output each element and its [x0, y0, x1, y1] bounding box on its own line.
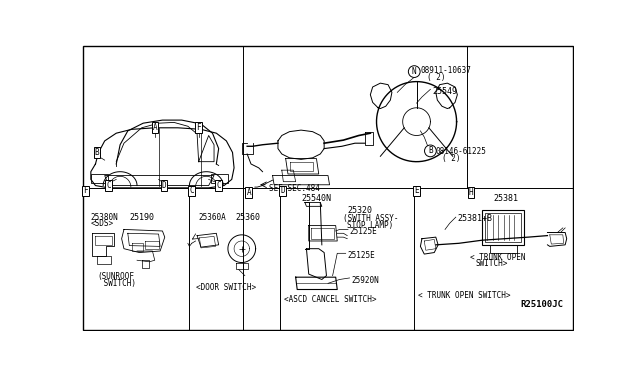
Text: 25320: 25320 — [348, 206, 372, 215]
Text: D: D — [162, 181, 166, 190]
Bar — [211, 174, 228, 183]
Text: C: C — [106, 181, 111, 190]
Text: D: D — [280, 186, 285, 195]
Text: 25360A: 25360A — [198, 212, 227, 221]
Text: SWITCH>: SWITCH> — [476, 260, 508, 269]
Text: 25549: 25549 — [432, 87, 457, 96]
Text: 25540N: 25540N — [301, 194, 331, 203]
Text: SEE SEC.484: SEE SEC.484 — [269, 184, 319, 193]
Bar — [482, 210, 524, 245]
Text: H: H — [469, 188, 474, 197]
Text: STOP LAMP): STOP LAMP) — [348, 221, 394, 230]
Text: A: A — [246, 188, 251, 197]
Text: 08911-10637: 08911-10637 — [420, 66, 471, 75]
Text: 25381: 25381 — [493, 194, 518, 203]
Text: 25125E: 25125E — [349, 227, 378, 236]
Text: 08146-61225: 08146-61225 — [436, 147, 486, 156]
Text: F: F — [196, 123, 201, 132]
Text: N: N — [412, 67, 417, 76]
Text: ( 2): ( 2) — [427, 73, 445, 82]
Text: 25125E: 25125E — [348, 251, 375, 260]
Text: < TRUNK OPEN: < TRUNK OPEN — [470, 253, 525, 262]
Text: <DOOR SWITCH>: <DOOR SWITCH> — [196, 283, 256, 292]
Text: B: B — [428, 147, 433, 155]
Text: SWITCH): SWITCH) — [99, 279, 136, 288]
Text: ( 2): ( 2) — [442, 154, 460, 163]
Text: C: C — [189, 186, 194, 195]
Bar — [485, 213, 521, 242]
Text: 25381+B: 25381+B — [458, 214, 492, 223]
Text: (SWITH ASSY-: (SWITH ASSY- — [344, 214, 399, 223]
Text: <SDS>: <SDS> — [91, 219, 114, 228]
Text: (SUNROOF: (SUNROOF — [97, 272, 134, 281]
Text: <ASCD CANCEL SWITCH>: <ASCD CANCEL SWITCH> — [284, 295, 376, 304]
Text: 25380N: 25380N — [91, 212, 118, 221]
Text: < TRUNK OPEN SWITCH>: < TRUNK OPEN SWITCH> — [418, 291, 511, 300]
Text: R25100JC: R25100JC — [520, 300, 563, 309]
Text: C: C — [216, 181, 221, 190]
Text: 25920N: 25920N — [351, 276, 379, 285]
Text: A: A — [152, 123, 157, 132]
Text: E: E — [414, 186, 419, 195]
Text: 25190: 25190 — [129, 212, 154, 221]
Text: B: B — [95, 148, 99, 157]
Bar — [490, 245, 516, 253]
Text: 25360: 25360 — [236, 212, 260, 221]
Text: F: F — [83, 186, 88, 195]
Bar — [91, 174, 108, 183]
